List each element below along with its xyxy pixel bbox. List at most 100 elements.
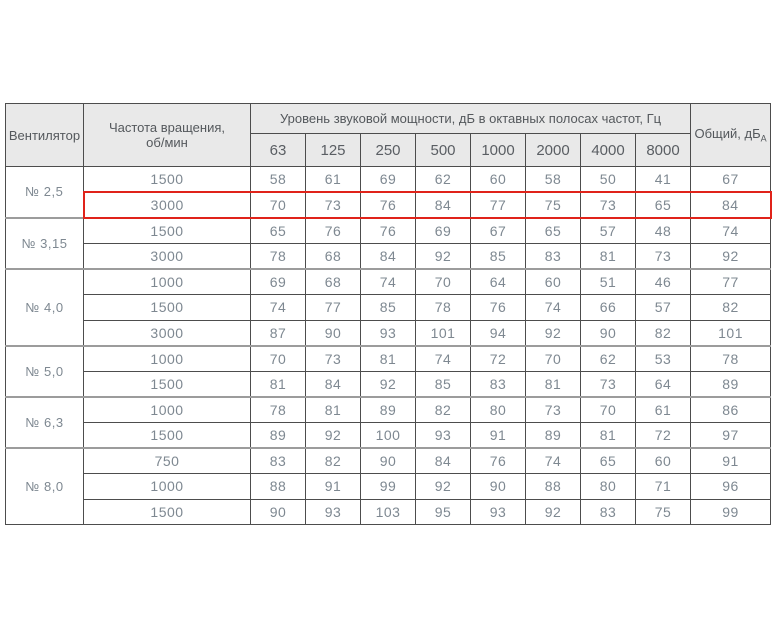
header-freq-63: 63 — [250, 133, 306, 167]
total-db-cell: 92 — [690, 242, 772, 270]
spl-value-cell: 85 — [415, 370, 471, 398]
spl-value-cell: 81 — [580, 421, 636, 449]
spl-value-cell: 90 — [470, 473, 526, 500]
header-freq-8000: 8000 — [634, 133, 692, 167]
table-row: 1000 88 91 99 92 90 88 80 71 96 — [6, 473, 772, 500]
fan-size-cell: № 6,3 — [5, 395, 84, 449]
spl-value-cell: 92 — [525, 498, 581, 526]
total-db-cell: 86 — [690, 395, 772, 423]
spl-value-cell: 72 — [634, 421, 692, 449]
spl-value-cell: 81 — [360, 344, 416, 372]
speed-cell: 1000 — [83, 395, 251, 423]
spl-value-cell: 78 — [250, 242, 306, 270]
spl-value-cell: 66 — [580, 293, 636, 321]
total-db-cell: 96 — [690, 473, 772, 500]
spl-value-cell: 61 — [634, 395, 692, 423]
speed-cell: 1500 — [83, 421, 251, 449]
table-row: 3000 87 90 93 101 94 92 90 82 101 — [6, 319, 772, 347]
spl-value-cell: 83 — [580, 498, 636, 526]
total-db-cell: 89 — [690, 370, 772, 398]
spl-value-cell: 65 — [525, 216, 581, 244]
table-row: № 4,0 1000 69 68 74 70 64 60 51 46 77 — [5, 267, 772, 347]
fan-size-cell: № 8,0 — [5, 447, 84, 526]
spl-value-cell: 89 — [525, 421, 581, 449]
spl-value-cell: 83 — [250, 447, 306, 475]
spl-value-cell: 65 — [250, 216, 306, 244]
spl-value-cell: 57 — [580, 216, 636, 244]
spl-value-cell: 90 — [580, 319, 636, 347]
spl-value-cell: 50 — [580, 166, 636, 193]
header-freq-125: 125 — [305, 133, 361, 167]
spl-value-cell: 91 — [305, 473, 361, 500]
total-db-cell: 97 — [690, 421, 772, 449]
spl-value-cell: 73 — [525, 395, 581, 423]
spl-value-cell: 58 — [250, 166, 306, 193]
spl-value-cell: 69 — [415, 216, 471, 244]
table-row: 1500 74 77 85 78 76 74 66 57 82 — [6, 293, 772, 321]
table-row: № 5,0 1000 70 73 81 74 72 70 62 53 78 — [5, 344, 772, 398]
total-db-cell: 84 — [690, 191, 772, 219]
spl-value-cell: 93 — [470, 498, 526, 526]
spl-value-cell: 80 — [580, 473, 636, 500]
spl-value-cell: 73 — [305, 191, 361, 219]
table-row: 3000 78 68 84 92 85 83 81 73 92 — [6, 242, 772, 270]
spl-value-cell: 90 — [305, 319, 361, 347]
highlighted-row: 3000 70 73 76 84 77 75 73 65 84 — [6, 191, 772, 219]
spl-value-cell: 70 — [415, 267, 471, 295]
total-db-cell: 82 — [690, 293, 772, 321]
header-freq-4000: 4000 — [580, 133, 636, 167]
spl-value-cell: 94 — [470, 319, 526, 347]
speed-cell: 1000 — [83, 344, 251, 372]
spl-value-cell: 69 — [250, 267, 306, 295]
spl-value-cell: 82 — [415, 395, 471, 423]
speed-cell: 1000 — [83, 267, 251, 295]
table-row: № 6,3 1000 78 81 89 82 80 73 70 61 86 — [5, 395, 772, 449]
spl-value-cell: 74 — [525, 293, 581, 321]
spl-value-cell: 41 — [634, 166, 692, 193]
spl-value-cell: 83 — [470, 370, 526, 398]
spl-value-cell: 76 — [360, 216, 416, 244]
spl-value-cell: 84 — [305, 370, 361, 398]
spl-value-cell: 95 — [415, 498, 471, 526]
spl-value-cell: 103 — [360, 498, 416, 526]
spl-value-cell: 74 — [525, 447, 581, 475]
total-db-cell: 91 — [690, 447, 772, 475]
spl-value-cell: 71 — [634, 473, 692, 500]
spl-value-cell: 84 — [415, 447, 471, 475]
spl-value-cell: 68 — [305, 242, 361, 270]
spl-value-cell: 60 — [634, 447, 692, 475]
fan-sound-power-table: Вентилятор Частота вращения, об/мин Уров… — [5, 103, 772, 526]
spl-value-cell: 88 — [525, 473, 581, 500]
spl-value-cell: 75 — [634, 498, 692, 526]
table-row: № 3,15 1500 65 76 76 69 67 65 57 48 74 — [5, 216, 772, 270]
spl-value-cell: 92 — [525, 319, 581, 347]
spl-value-cell: 81 — [525, 370, 581, 398]
total-db-cell: 74 — [690, 216, 772, 244]
fan-size-cell: № 4,0 — [5, 267, 84, 347]
fan-size-cell: № 5,0 — [5, 344, 84, 398]
spl-value-cell: 60 — [525, 267, 581, 295]
spl-value-cell: 82 — [305, 447, 361, 475]
header-fan: Вентилятор — [5, 103, 84, 167]
header-freq-250: 250 — [360, 133, 416, 167]
spl-value-cell: 70 — [525, 344, 581, 372]
spl-value-cell: 77 — [470, 191, 526, 219]
spl-value-cell: 76 — [470, 447, 526, 475]
header-freq-500: 500 — [415, 133, 471, 167]
spl-value-cell: 99 — [360, 473, 416, 500]
total-db-cell: 78 — [690, 344, 772, 372]
fan-size-cell: № 3,15 — [5, 216, 84, 270]
spl-value-cell: 58 — [525, 166, 581, 193]
spl-value-cell: 90 — [250, 498, 306, 526]
spl-value-cell: 85 — [360, 293, 416, 321]
table-row: 1500 90 93 103 95 93 92 83 75 99 — [6, 498, 772, 526]
fan-size-cell: № 2,5 — [5, 165, 84, 219]
spl-value-cell: 89 — [360, 395, 416, 423]
spl-value-cell: 51 — [580, 267, 636, 295]
spl-value-cell: 77 — [305, 293, 361, 321]
spl-value-cell: 89 — [250, 421, 306, 449]
table-header: Вентилятор Частота вращения, об/мин Уров… — [5, 103, 772, 167]
spl-value-cell: 88 — [250, 473, 306, 500]
spl-value-cell: 78 — [415, 293, 471, 321]
spl-value-cell: 65 — [634, 191, 692, 219]
